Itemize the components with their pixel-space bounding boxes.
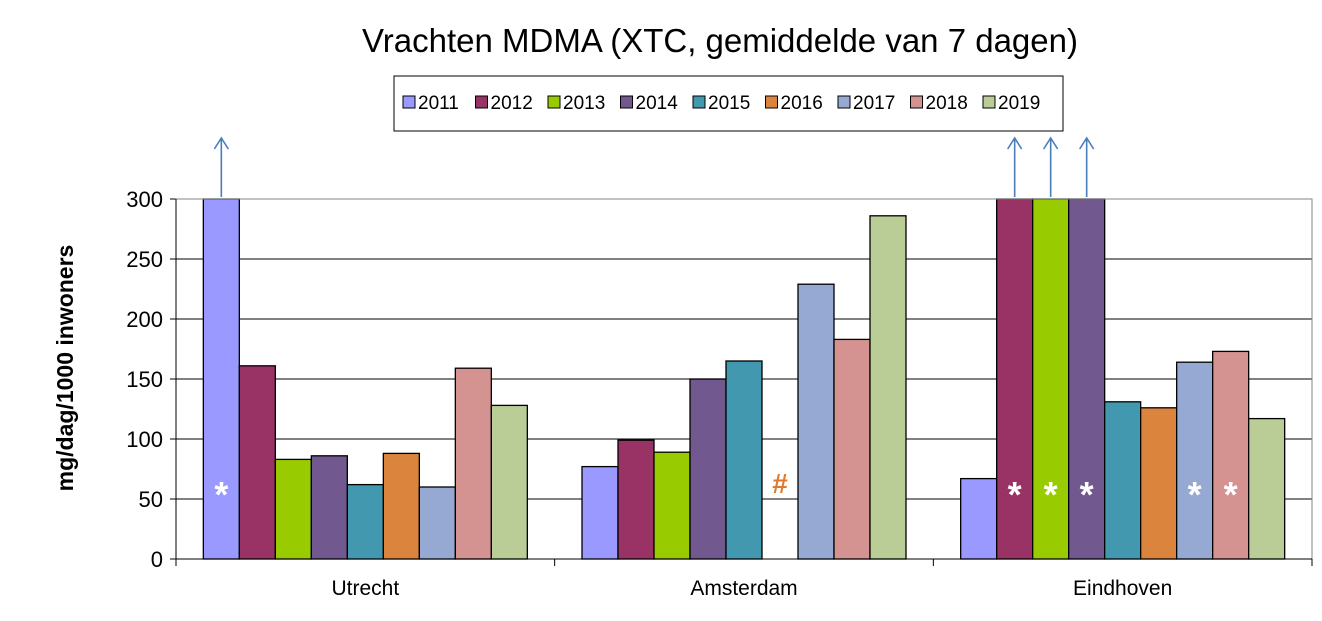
bar	[1176, 361, 1214, 560]
asterisk-marker: *	[1224, 474, 1238, 515]
legend: 2011 2012 2013 2014 2015 2016 2017 2018 2019	[393, 75, 1064, 132]
legend-swatch	[475, 95, 488, 109]
overflow-arrowhead	[213, 136, 230, 150]
y-tick-label: 200	[126, 307, 163, 332]
asterisk-marker: *	[1044, 474, 1058, 515]
bar	[960, 477, 998, 560]
legend-swatch	[620, 95, 633, 109]
bar	[1248, 417, 1286, 560]
legend-swatch	[837, 95, 851, 109]
bar	[653, 451, 691, 560]
bar	[346, 483, 384, 560]
bar	[725, 360, 763, 560]
missing-data-marker: #	[772, 468, 788, 499]
legend-entry: 2017	[837, 93, 895, 114]
legend-entry: 2015	[692, 93, 750, 114]
legend-entry: 2011	[402, 93, 459, 114]
legend-swatch	[765, 95, 778, 109]
category-label: Utrecht	[331, 577, 399, 600]
legend-swatch	[910, 95, 923, 109]
legend-swatch	[692, 95, 706, 109]
overflow-arrowhead	[1078, 136, 1095, 150]
legend-label: 2017	[853, 93, 895, 114]
y-tick-label: 150	[126, 367, 163, 392]
bar	[490, 404, 528, 560]
legend-swatch	[982, 95, 996, 109]
chart-title: Vrachten MDMA (XTC, gemiddelde van 7 dag…	[362, 22, 1078, 59]
bar	[1104, 401, 1142, 560]
y-axis-label: mg/dag/1000 inwoners	[52, 245, 78, 492]
category-label: Eindhoven	[1073, 577, 1172, 600]
bar	[797, 283, 835, 560]
legend-swatch	[402, 95, 416, 109]
y-tick-label: 300	[126, 187, 163, 212]
bar	[689, 378, 727, 560]
bar	[1212, 350, 1250, 560]
bar	[310, 455, 348, 560]
y-tick-label: 100	[126, 427, 163, 452]
y-tick-label: 250	[126, 247, 163, 272]
category-label: Amsterdam	[690, 577, 797, 600]
legend-entry: 2016	[765, 93, 823, 114]
asterisk-marker: *	[1008, 474, 1022, 515]
bar	[581, 465, 619, 560]
legend-label: 2016	[781, 93, 823, 114]
legend-swatch	[547, 95, 561, 109]
legend-label: 2015	[708, 93, 750, 114]
bar	[454, 367, 492, 560]
asterisk-marker: *	[1188, 474, 1202, 515]
bar	[833, 338, 871, 560]
legend-entry: 2018	[910, 93, 968, 114]
bars-layer: * # * * * * *	[202, 136, 1286, 560]
legend-label: 2011	[418, 93, 459, 114]
axes-layer: 0 50 100 150 200 250 300 Utrecht Amsterdam Eindho…	[126, 187, 1313, 600]
bar	[382, 452, 420, 560]
legend-entry: 2012	[475, 93, 533, 114]
overflow-arrowhead	[1006, 136, 1023, 150]
legend-entry: 2014	[620, 93, 679, 114]
legend-label: 2018	[926, 93, 968, 114]
legend-label: 2012	[491, 93, 533, 114]
bar	[1140, 407, 1178, 560]
y-tick-label: 0	[151, 547, 163, 572]
bar	[418, 486, 456, 560]
asterisk-marker: *	[214, 474, 228, 515]
legend-entry: 2013	[547, 93, 605, 114]
bar	[869, 215, 907, 560]
legend-label: 2014	[636, 93, 679, 114]
legend-entry: 2019	[982, 93, 1040, 114]
asterisk-marker: *	[1080, 474, 1094, 515]
legend-label: 2019	[998, 93, 1040, 114]
overflow-arrowhead	[1042, 136, 1059, 150]
y-tick-label: 50	[139, 487, 163, 512]
legend-box	[393, 75, 1064, 132]
bar	[238, 365, 276, 560]
legend-label: 2013	[563, 93, 605, 114]
bar	[274, 458, 312, 560]
bar	[617, 439, 655, 560]
